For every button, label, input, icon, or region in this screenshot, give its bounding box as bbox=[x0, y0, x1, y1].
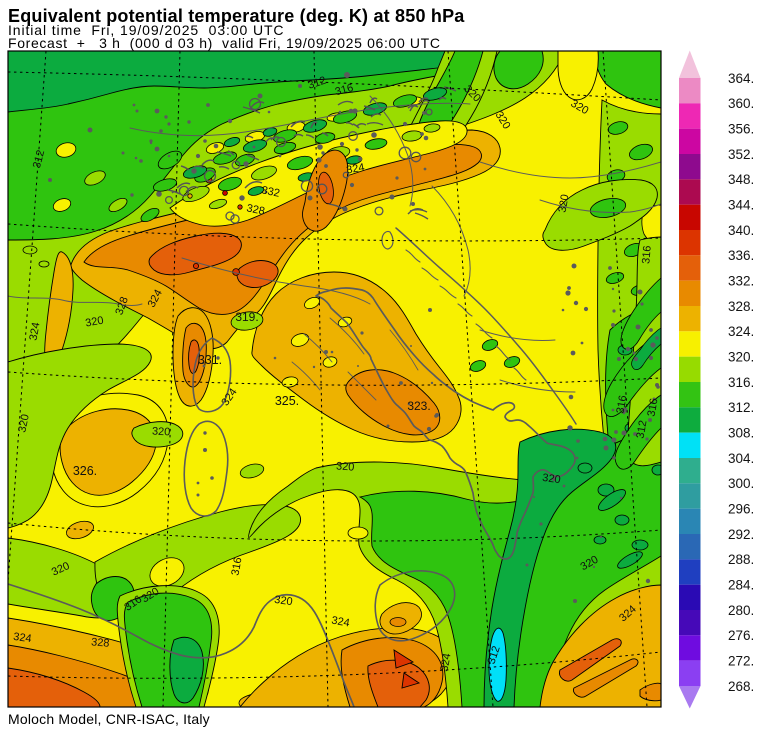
svg-text:324: 324 bbox=[345, 162, 365, 177]
svg-text:364.: 364. bbox=[728, 71, 754, 86]
svg-text:308.: 308. bbox=[728, 425, 754, 440]
svg-text:272.: 272. bbox=[728, 653, 754, 668]
svg-text:332: 332 bbox=[260, 184, 280, 200]
svg-text:325.: 325. bbox=[275, 394, 299, 408]
svg-text:316: 316 bbox=[334, 82, 355, 98]
svg-text:332.: 332. bbox=[728, 273, 754, 288]
svg-text:331.: 331. bbox=[198, 353, 222, 367]
svg-text:316: 316 bbox=[230, 556, 245, 576]
svg-text:324: 324 bbox=[12, 631, 32, 645]
svg-text:Forecast + 3 h (000 d 03 h: Forecast + 3 h (000 d 03 h) valid Fri, 1… bbox=[8, 35, 441, 51]
svg-text:316: 316 bbox=[615, 394, 630, 414]
svg-text:296.: 296. bbox=[728, 501, 754, 516]
svg-text:352.: 352. bbox=[728, 147, 754, 162]
svg-text:288.: 288. bbox=[728, 552, 754, 567]
svg-text:356.: 356. bbox=[728, 121, 754, 136]
svg-text:312: 312 bbox=[306, 75, 327, 92]
svg-text:276.: 276. bbox=[728, 628, 754, 643]
svg-text:300.: 300. bbox=[728, 476, 754, 491]
svg-text:324: 324 bbox=[28, 321, 43, 341]
svg-text:316.: 316. bbox=[728, 375, 754, 390]
svg-text:360.: 360. bbox=[728, 96, 754, 111]
svg-text:320: 320 bbox=[16, 413, 32, 433]
svg-text:324: 324 bbox=[439, 652, 454, 672]
svg-text:304.: 304. bbox=[728, 451, 754, 466]
svg-text:Moloch Model, CNR-ISAC, Italy: Moloch Model, CNR-ISAC, Italy bbox=[8, 711, 210, 727]
svg-text:312: 312 bbox=[486, 644, 503, 665]
svg-text:292.: 292. bbox=[728, 527, 754, 542]
svg-text:316: 316 bbox=[646, 397, 661, 417]
svg-text:320: 320 bbox=[84, 315, 104, 330]
svg-text:340.: 340. bbox=[728, 223, 754, 238]
svg-text:328: 328 bbox=[245, 202, 265, 218]
svg-text:320: 320 bbox=[152, 426, 171, 439]
svg-text:328: 328 bbox=[91, 636, 110, 650]
svg-text:344.: 344. bbox=[728, 197, 754, 212]
svg-text:316: 316 bbox=[640, 245, 654, 264]
svg-text:Initial time Fri, 19/09/2025: Initial time Fri, 19/09/2025 03:00 UTC bbox=[8, 22, 284, 38]
svg-text:319.: 319. bbox=[235, 310, 258, 324]
svg-text:284.: 284. bbox=[728, 577, 754, 592]
svg-text:328.: 328. bbox=[728, 299, 754, 314]
svg-text:324.: 324. bbox=[728, 324, 754, 339]
svg-text:Equivalent potential temperatu: Equivalent potential temperature (deg. K… bbox=[8, 6, 465, 26]
svg-text:326.: 326. bbox=[73, 464, 97, 478]
svg-text:328: 328 bbox=[113, 295, 131, 316]
svg-text:323.: 323. bbox=[407, 399, 430, 413]
svg-text:320: 320 bbox=[541, 472, 561, 486]
svg-text:320: 320 bbox=[336, 460, 355, 473]
svg-text:320.: 320. bbox=[728, 349, 754, 364]
svg-text:312: 312 bbox=[31, 149, 47, 170]
svg-text:324: 324 bbox=[330, 615, 350, 630]
svg-text:312: 312 bbox=[635, 419, 650, 439]
svg-text:320: 320 bbox=[557, 193, 572, 213]
svg-text:312.: 312. bbox=[728, 400, 754, 415]
svg-text:268.: 268. bbox=[728, 679, 754, 694]
svg-text:280.: 280. bbox=[728, 603, 754, 618]
svg-text:336.: 336. bbox=[728, 248, 754, 263]
svg-text:320: 320 bbox=[273, 594, 293, 608]
svg-text:348.: 348. bbox=[728, 172, 754, 187]
